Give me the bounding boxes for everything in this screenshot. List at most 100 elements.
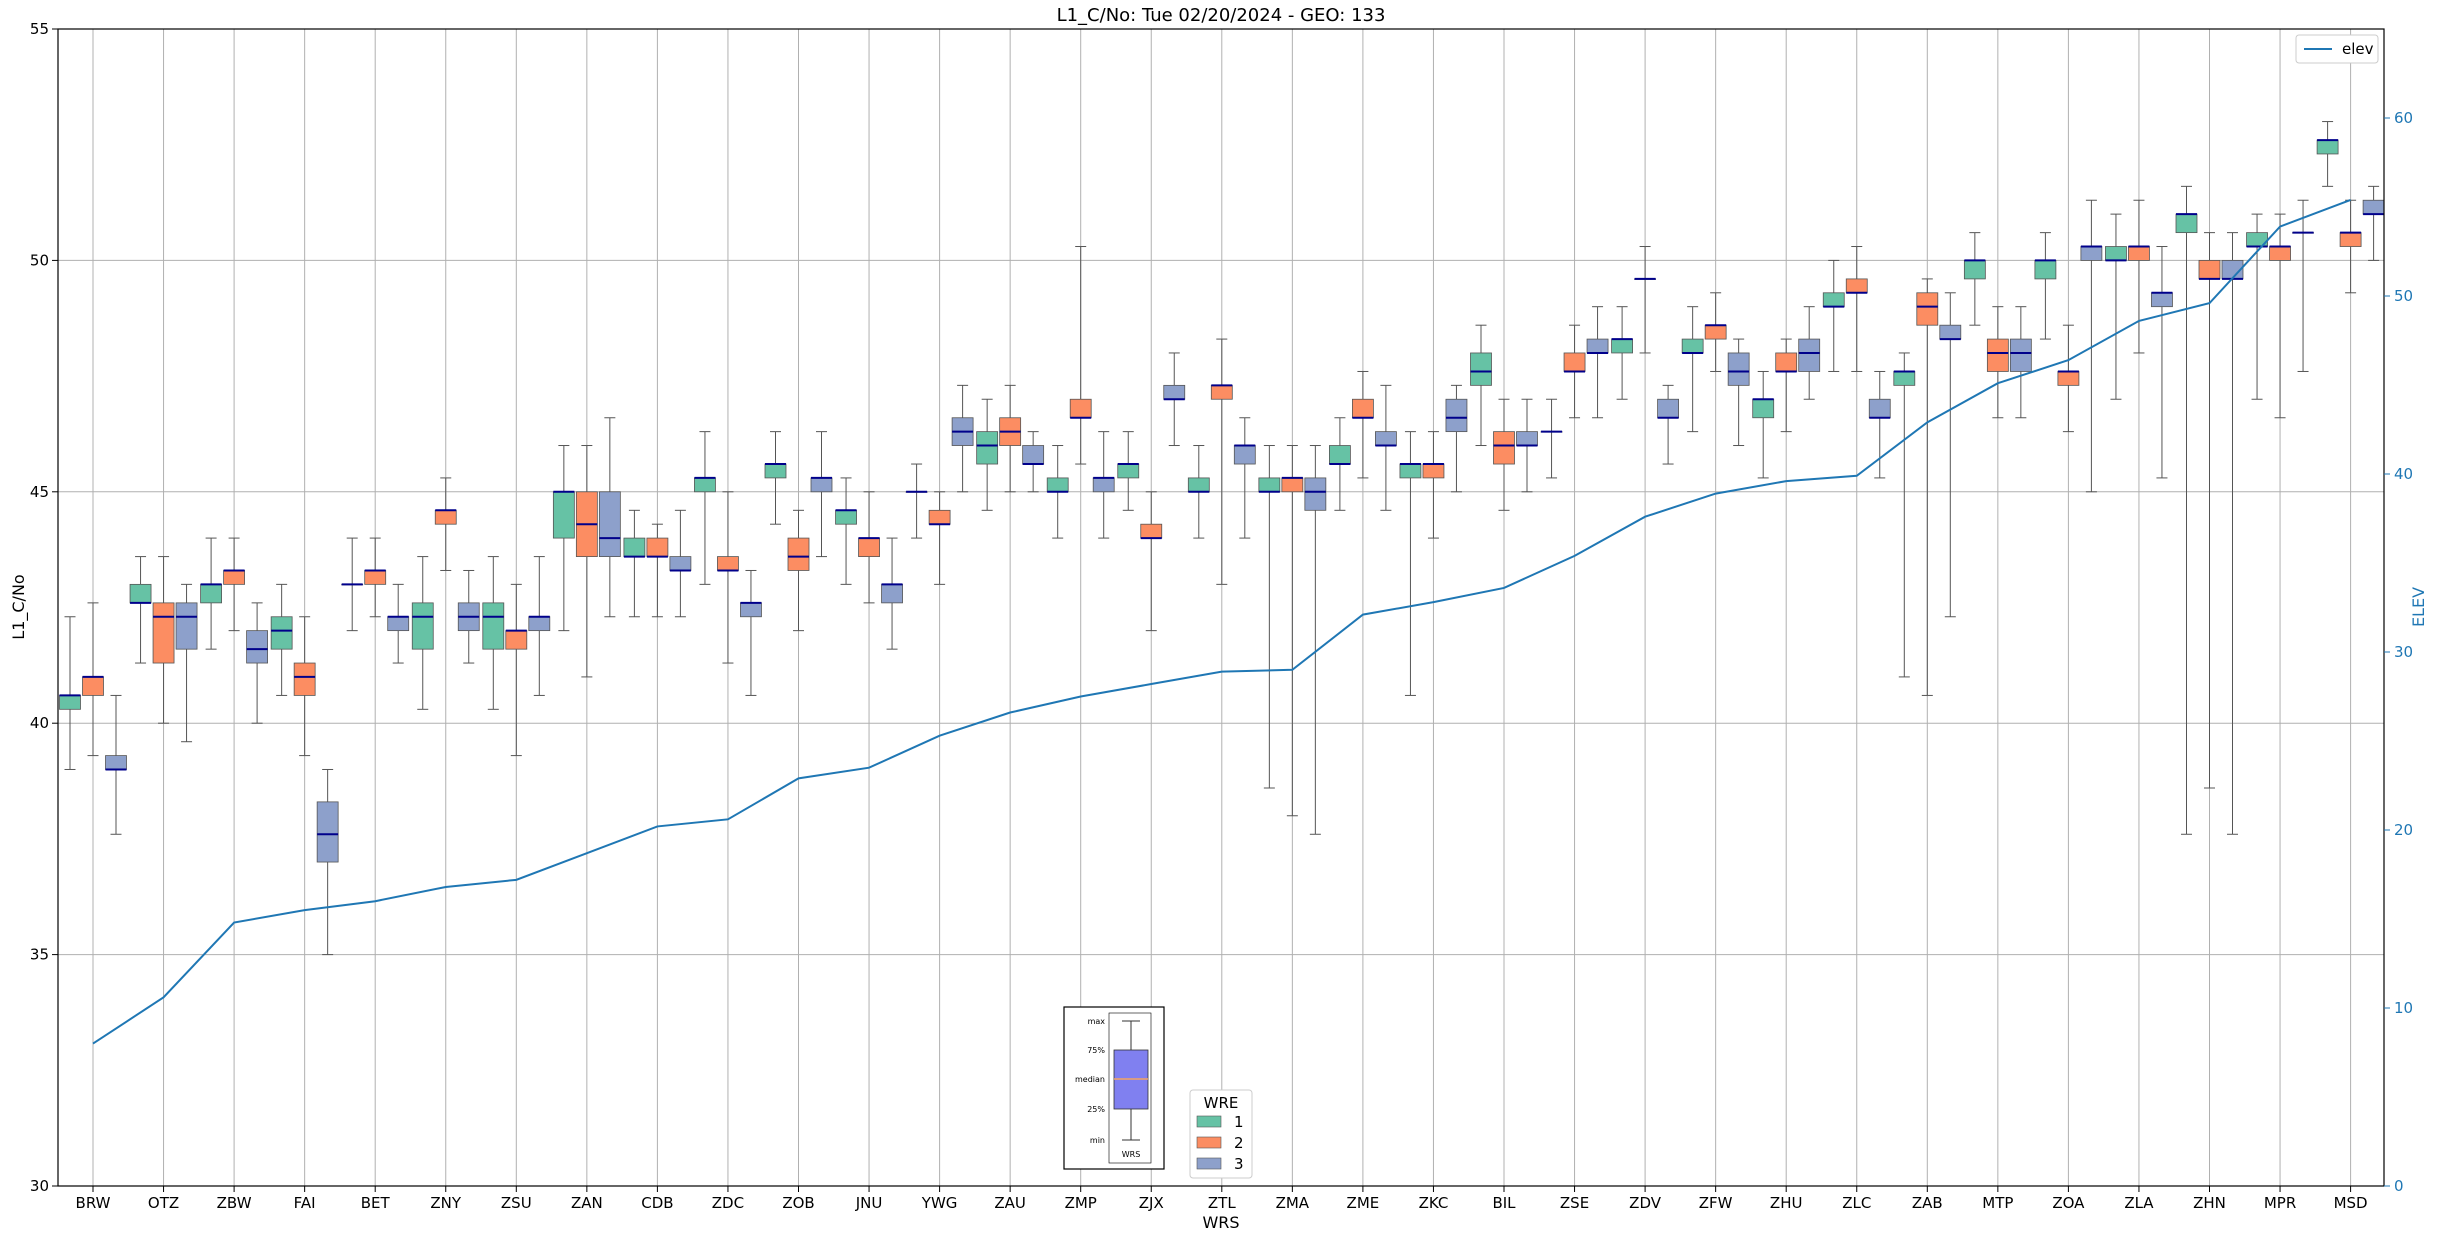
box-iqr [2175,213,2198,234]
box-series-3-ZME [1375,384,1397,511]
box-series-2-ZLA [2128,199,2150,354]
box-iqr [1893,371,1916,386]
box-series-3-MSD [2362,185,2385,261]
box-series-2-ZOA [2057,324,2080,433]
axes-group: 30 35 40 45 50 55 0 10 20 30 40 50 60 BRW OTZ ZBW FAI BET… [30,20,2413,1212]
box-iqr [1092,477,1115,493]
box-series-3-BET [387,583,410,664]
box-series-1-ZLA [2105,213,2127,400]
x-tick-label: BIL [1492,1194,1516,1212]
box-iqr [2151,292,2173,308]
box-iqr [1352,398,1374,419]
box-series-2-MPR [2269,213,2291,419]
box-series-3-ZKC [1445,384,1468,493]
box-iqr [1516,431,1538,446]
inset-label-q1: 25% [1087,1105,1105,1114]
box-iqr [223,570,246,585]
box-series-2-YWG [928,491,951,585]
box-series-1-MTP [1963,232,1986,326]
box-series-3-FAI [316,768,339,956]
box-series-3-JNU [881,537,903,650]
box-iqr [764,463,787,479]
box-series-2-MSD [2339,199,2362,294]
x-tick-label: JNU [855,1194,883,1212]
x-tick-label: ZOB [782,1194,814,1212]
x-axis-title: WRS [1202,1213,1239,1232]
box-iqr [1069,398,1092,419]
x-tick-label: ZMP [1065,1194,1097,1212]
x-tick-label: ZLC [1842,1194,1871,1212]
box-iqr [129,583,152,604]
box-iqr [1422,463,1445,479]
box-iqr [1187,477,1210,493]
box-iqr [2057,371,2080,386]
box-series-3-MTP [2009,306,2032,419]
x-tick-label: ZHN [2193,1194,2226,1212]
box-series-1-ZTL [1187,445,1210,539]
box-series-2-ZHU [1775,338,1798,433]
box-iqr [1563,352,1586,372]
elev-line-group [92,198,2351,1045]
box-series-1-ZAU [976,398,999,511]
y-tick-label: 50 [30,251,49,269]
box-series-3-ZTL [1233,417,1256,539]
box-iqr [1470,352,1492,386]
box-iqr [1399,463,1422,479]
box-series-3-ZBW [246,602,269,724]
box-series-3-ZOA [2080,199,2103,493]
box-iqr [1681,338,1704,354]
boxplot-key-inset: max 75% median 25% min WRS [1063,1006,1165,1170]
box-iqr [1963,259,1986,280]
x-tick-label: OTZ [148,1194,179,1212]
wre-legend-swatch-1 [1196,1115,1222,1128]
box-series-2-JNU [858,491,880,604]
inset-label-median: median [1075,1075,1105,1084]
x-tick-label: ZAU [994,1194,1026,1212]
box-series-2-ZTL [1210,338,1233,585]
box-series-1-ZOB [764,431,787,525]
box-series-1-ZOA [2034,232,2057,340]
x-tick-label: ZMA [1276,1194,1310,1212]
box-series-1-ZBW [200,537,223,650]
inset-label-max: max [1088,1017,1106,1026]
wre-legend-swatch-3 [1196,1157,1222,1170]
box-iqr [1233,445,1256,465]
box-iqr [858,537,880,557]
box-series-2-ZNY [434,477,457,571]
x-tick-label: MPR [2264,1194,2296,1212]
box-series-2-ZSU [505,583,528,757]
box-iqr [552,491,575,539]
box-iqr [1117,463,1140,479]
box-series-group [59,121,2385,956]
box-series-2-ZAN [575,445,598,678]
wre-legend: WRE 1 2 3 [1189,1089,1253,1179]
box-series-1-ZME [1329,417,1351,511]
box-iqr [694,477,716,493]
box-series-3-ZHN [2221,232,2244,835]
wre-legend-label-1: 1 [1234,1113,1244,1131]
box-iqr [293,662,316,696]
x-tick-label: ZFW [1699,1194,1733,1212]
box-series-1-MPR [2246,213,2268,400]
box-iqr [364,570,387,585]
x-tick-label: ZME [1347,1194,1380,1212]
box-iqr [1445,398,1468,433]
box-iqr [434,509,457,525]
x-tick-label: MTP [1982,1194,2013,1212]
box-iqr [1986,338,2009,372]
y2-tick-label: 60 [2394,109,2413,127]
y-tick-label: 30 [30,1177,49,1195]
box-series-1-OTZ [129,556,152,664]
box-series-1-ZDV [1611,306,1633,400]
x-tick-label: BRW [76,1194,111,1212]
box-series-3-ZSE [1586,306,1609,419]
box-series-1-JNU [835,477,857,585]
box-iqr [1704,324,1727,340]
box-series-3-BRW [105,694,127,835]
box-iqr [175,602,198,650]
box-iqr [411,602,434,650]
box-iqr [105,755,127,770]
x-tick-label: ZBW [217,1194,252,1212]
box-iqr [976,431,999,465]
